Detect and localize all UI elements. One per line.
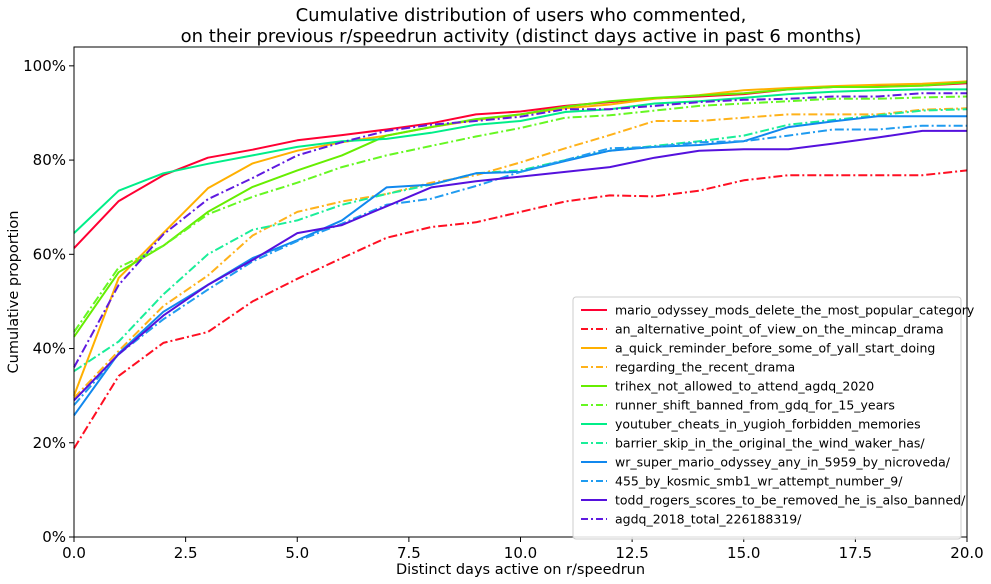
series-line-5 [73,81,968,338]
series-line-8 [73,108,968,373]
legend-label: wr_super_mario_odyssey_any_in_5959_by_ni… [615,455,951,470]
legend-label: agdq_2018_total_226188319/ [615,512,802,527]
legend: mario_odyssey_mods_delete_the_most_popul… [572,296,975,540]
y-tick-label: 0% [42,528,66,546]
chart-title-line-2: on their previous r/speedrun activity (d… [181,26,862,47]
series-line-11 [73,129,967,402]
legend-box [572,296,962,540]
x-axis-label: Distinct days active on r/speedrun [396,562,645,578]
x-tick-label: 17.5 [839,544,872,562]
legend-label: regarding_the_recent_drama [615,360,795,375]
x-tick-label: 10.0 [504,544,537,562]
legend-label: an_alternative_point_of_view_on_the_minc… [615,322,944,337]
series-line-2 [73,169,968,449]
x-tick-label: 20.0 [950,544,983,562]
chart-title-line-1: Cumulative distribution of users who com… [296,5,747,26]
series-line-10 [73,124,967,406]
legend-label: youtuber_cheats_in_yugioh_forbidden_memo… [615,417,921,432]
series-layer [73,80,968,449]
x-tick-label: 15.0 [727,544,760,562]
series-line-1 [73,82,968,249]
y-axis-label: Cumulative proportion [6,211,22,374]
x-tick-label: 0.0 [62,544,86,562]
legend-label: 455_by_kosmic_smb1_wr_attempt_number_9/ [615,474,903,489]
x-tick-label: 5.0 [285,544,309,562]
y-tick-label: 20% [33,434,66,452]
y-axis: 0% 20% 40% 60% 80% 100% [23,57,74,546]
x-tick-label: 2.5 [174,544,198,562]
series-line-12 [73,92,967,368]
legend-label: todd_rogers_scores_to_be_removed_he_is_a… [615,493,966,508]
legend-label: runner_shift_banned_from_gdq_for_15_year… [615,398,895,413]
x-tick-label: 7.5 [397,544,421,562]
legend-label: barrier_skip_in_the_original_the_wind_wa… [615,436,925,451]
y-tick-label: 80% [33,151,66,169]
y-tick-label: 100% [23,57,66,75]
x-tick-label: 12.5 [615,544,648,562]
y-tick-label: 40% [33,340,66,358]
series-line-6 [73,95,968,333]
x-axis: 0.0 2.5 5.0 7.5 10.0 12.5 15.0 17.5 20.0 [62,537,984,562]
legend-label: a_quick_reminder_before_some_of_yall_sta… [615,341,935,356]
legend-label: mario_odyssey_mods_delete_the_most_popul… [615,303,975,318]
series-line-7 [73,88,967,234]
y-tick-label: 60% [33,245,66,263]
legend-label: trihex_not_allowed_to_attend_agdq_2020 [615,379,874,394]
